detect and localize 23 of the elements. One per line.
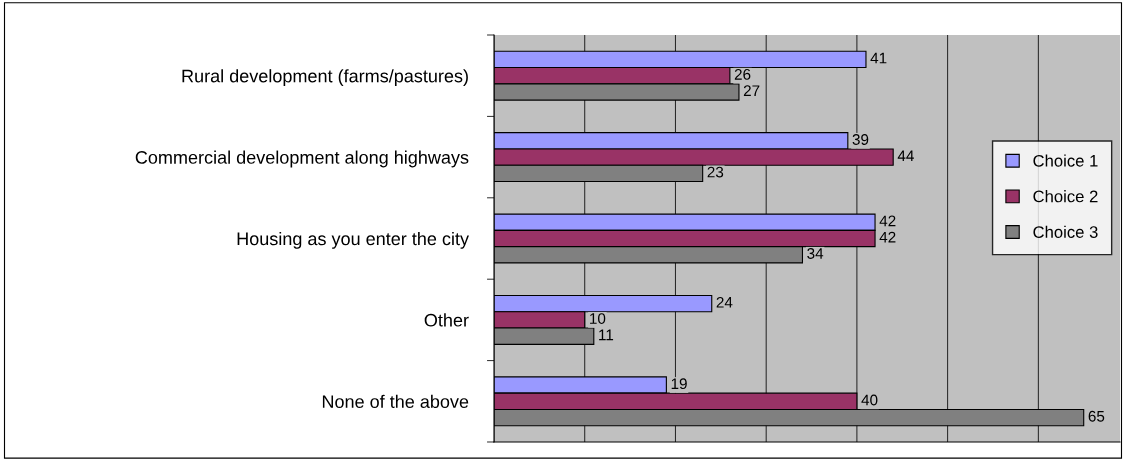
y-tick-label: Commercial development along highways [135,150,469,168]
y-tick-label: Other [424,313,469,327]
data-label: 42 [879,215,896,227]
data-label: 40 [861,394,878,406]
data-label: 10 [590,313,606,324]
data-label: 65 [1088,410,1105,422]
y-tick-label: Housing as you enter the city [237,231,469,249]
data-label: 23 [707,166,724,178]
legend-label: Choice 2 [1033,190,1098,203]
data-label: 27 [743,85,760,96]
y-tick-label: Rural development (farms/pastures) [182,69,468,86]
legend-label: Choice 3 [1033,225,1098,238]
data-label: 19 [671,378,687,390]
data-label: 11 [599,329,614,341]
data-label: 34 [807,248,824,259]
data-label: 44 [897,150,914,162]
data-label: 39 [852,134,869,145]
y-tick-label: None of the above [322,394,469,409]
data-label: 42 [879,231,896,243]
legend-label: Choice 1 [1033,154,1098,167]
data-label: 26 [734,68,751,80]
data-label: 41 [870,52,887,64]
data-label: 24 [716,296,733,308]
